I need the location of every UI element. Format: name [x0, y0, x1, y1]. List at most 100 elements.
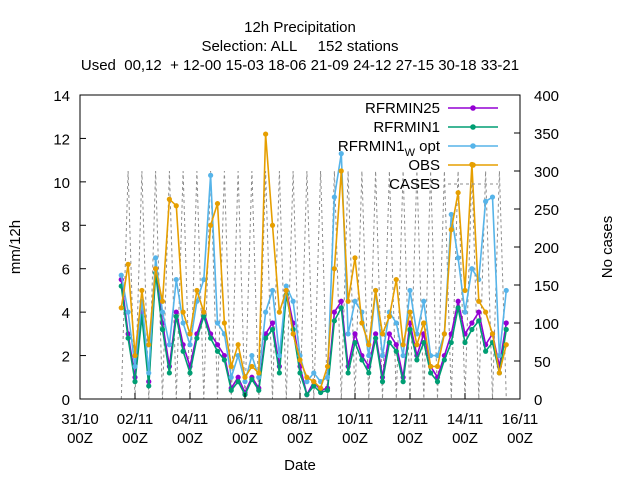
data-point-rfrmin1-w-opt — [173, 276, 179, 283]
title-line-2: Selection: ALL 152 stations — [201, 38, 398, 55]
data-point-rfrmin1 — [125, 335, 131, 341]
data-point-rfrmin1 — [455, 305, 461, 311]
data-point-rfrmin1-w-opt — [496, 352, 502, 359]
data-point-rfrmin1 — [221, 357, 227, 363]
data-point-obs — [428, 363, 434, 370]
data-point-obs — [146, 342, 152, 348]
data-point-obs — [489, 331, 496, 337]
x-axis-label: Date — [284, 457, 316, 474]
data-point-rfrmin1-w-opt — [125, 309, 131, 315]
legend-marker — [470, 143, 476, 149]
data-point-obs — [311, 379, 317, 385]
x-tick-label-hour: 00Z — [397, 430, 423, 447]
data-point-rfrmin1 — [469, 326, 475, 333]
data-point-rfrmin1-w-opt — [304, 379, 310, 385]
y-tick-label: 0 — [62, 392, 70, 409]
data-point-rfrmin1 — [379, 379, 386, 385]
legend-label: CASES — [389, 176, 440, 193]
data-point-obs — [201, 309, 207, 315]
y2-tick-label: 0 — [534, 392, 542, 409]
data-point-obs — [153, 266, 159, 272]
y-tick-label: 8 — [62, 218, 70, 235]
data-point-rfrmin1 — [276, 370, 282, 376]
data-point-rfrmin1 — [359, 357, 365, 363]
data-point-obs — [414, 342, 420, 348]
data-point-rfrmin1 — [166, 370, 172, 376]
legend-label: OBS — [408, 157, 440, 174]
data-point-rfrmin1-w-opt — [366, 352, 372, 359]
y2-axis-label: No cases — [599, 216, 616, 279]
data-point-rfrmin1-w-opt — [228, 374, 234, 380]
data-point-obs — [455, 190, 461, 196]
data-point-obs — [338, 168, 344, 174]
data-point-obs — [125, 261, 131, 267]
data-point-rfrmin1-w-opt — [159, 309, 166, 315]
data-point-obs — [269, 222, 276, 228]
data-point-rfrmin1 — [366, 370, 372, 376]
data-point-rfrmin1 — [249, 376, 255, 383]
data-point-rfrmin1-w-opt — [132, 363, 138, 370]
data-point-obs — [407, 309, 413, 315]
y-tick-label: 2 — [62, 349, 70, 366]
x-tick-label-date: 10/11 — [337, 411, 373, 428]
y-tick-label: 4 — [62, 305, 70, 322]
data-point-obs — [276, 309, 282, 315]
series-line-cases — [120, 170, 507, 400]
data-point-rfrmin25 — [221, 352, 227, 359]
x-tick-label-hour: 00Z — [452, 430, 478, 447]
data-point-obs — [194, 287, 200, 294]
data-point-rfrmin1 — [476, 318, 482, 324]
data-point-rfrmin25 — [503, 320, 509, 326]
data-point-obs — [345, 298, 351, 304]
title-line-3: Used 00,12 + 12-00 15-03 18-06 21-09 24-… — [81, 57, 519, 74]
data-point-rfrmin25 — [469, 320, 475, 326]
data-point-obs — [132, 352, 138, 359]
data-point-rfrmin1 — [331, 318, 337, 324]
data-point-obs — [393, 276, 399, 283]
data-point-obs — [166, 196, 172, 202]
chart-title: 12h Precipitation Selection: ALL 152 sta… — [81, 19, 519, 74]
x-tick-label-date: 08/11 — [282, 411, 318, 428]
data-point-rfrmin1-w-opt — [331, 194, 337, 200]
y-tick-label: 6 — [62, 262, 70, 279]
y2-tick-label: 350 — [534, 126, 559, 143]
data-point-rfrmin1 — [414, 357, 420, 363]
data-point-obs — [373, 287, 379, 294]
data-point-obs — [352, 255, 358, 261]
x-tick-label-hour: 00Z — [177, 430, 203, 447]
data-point-obs — [173, 203, 179, 209]
data-point-rfrmin1-w-opt — [400, 352, 406, 359]
data-point-obs — [324, 363, 331, 370]
data-point-rfrmin1-w-opt — [256, 374, 262, 380]
data-point-rfrmin1 — [228, 387, 234, 393]
y-tick-label: 10 — [53, 175, 70, 192]
data-point-rfrmin1-w-opt — [352, 298, 358, 304]
data-point-rfrmin1 — [263, 335, 269, 341]
data-point-rfrmin1-w-opt — [276, 352, 282, 359]
data-point-rfrmin25 — [352, 331, 358, 337]
y-axis-right: 0 50 100 150 200 250 300 350 400 — [514, 88, 559, 409]
data-point-rfrmin1 — [428, 370, 434, 376]
data-point-rfrmin1 — [503, 326, 509, 333]
data-point-rfrmin1-w-opt — [242, 379, 248, 385]
data-point-rfrmin25 — [263, 331, 269, 337]
y2-tick-label: 150 — [534, 278, 559, 295]
x-tick-label-hour: 00Z — [507, 430, 533, 447]
data-point-rfrmin25 — [331, 309, 337, 315]
data-point-rfrmin1 — [462, 339, 468, 346]
data-point-rfrmin25 — [338, 298, 344, 304]
y-axis-label: mm/12h — [7, 220, 24, 274]
data-point-rfrmin1-w-opt — [214, 320, 221, 326]
x-tick-label-hour: 00Z — [287, 430, 313, 447]
data-point-obs — [118, 305, 124, 311]
data-point-rfrmin1 — [373, 335, 379, 341]
data-point-rfrmin1-w-opt — [489, 194, 496, 200]
data-point-rfrmin1-w-opt — [269, 287, 276, 294]
data-point-obs — [448, 227, 454, 233]
series-layer — [118, 131, 509, 398]
data-point-rfrmin25 — [373, 331, 379, 337]
x-tick-label-hour: 00Z — [122, 430, 148, 447]
y-tick-label: 12 — [53, 131, 70, 148]
data-point-obs — [208, 222, 214, 228]
